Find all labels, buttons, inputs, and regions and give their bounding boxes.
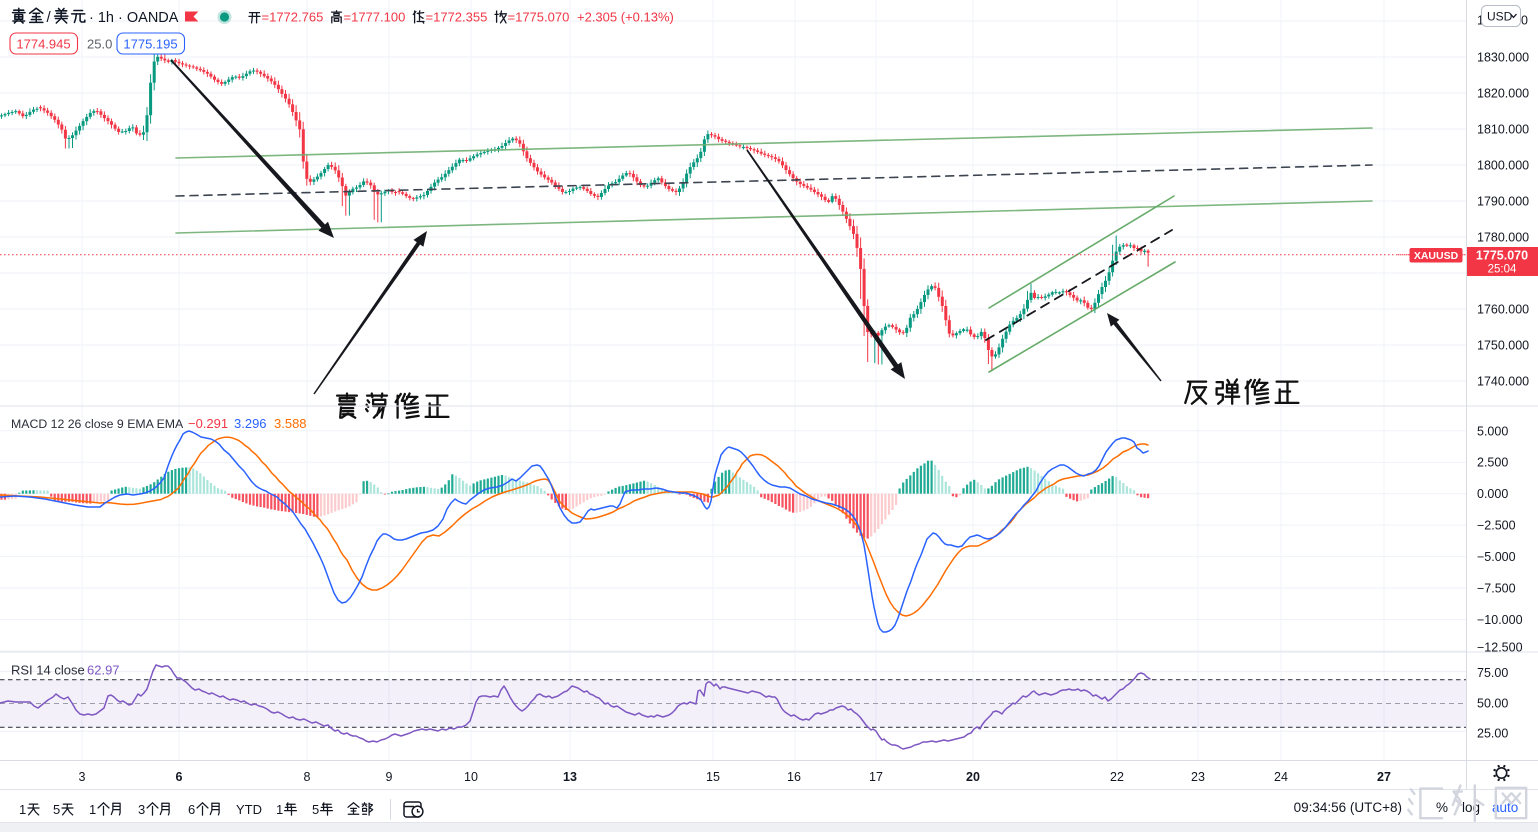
svg-text:=1775.070: =1775.070 [508,10,570,25]
svg-text:5: 5 [53,802,60,817]
svg-text:1775.070: 1775.070 [1476,249,1528,263]
svg-text:=1772.355: =1772.355 [426,10,488,25]
svg-text:1810.000: 1810.000 [1477,123,1529,137]
svg-text:−7.500: −7.500 [1477,582,1516,596]
svg-text:−10.000: −10.000 [1477,613,1523,627]
svg-text:09:34:56 (UTC+8): 09:34:56 (UTC+8) [1294,800,1402,815]
svg-text:YTD: YTD [236,802,262,817]
svg-text:6: 6 [176,770,183,784]
svg-text:1: 1 [1477,14,1484,28]
svg-text:20: 20 [966,770,980,784]
svg-text:RSI 14 close: RSI 14 close [11,663,85,678]
svg-text:16: 16 [787,770,801,784]
svg-text:1775.195: 1775.195 [123,37,177,52]
svg-text:MACD 12 26 close 9 EMA EMA: MACD 12 26 close 9 EMA EMA [11,417,184,431]
svg-text:25.0: 25.0 [87,37,112,52]
svg-text:3.296: 3.296 [234,416,267,431]
svg-text:9: 9 [386,770,393,784]
svg-text:24: 24 [1274,770,1288,784]
svg-text:1820.000: 1820.000 [1477,87,1529,101]
svg-text:1: 1 [89,802,96,817]
svg-text:=1777.100: =1777.100 [344,10,406,25]
svg-text:8: 8 [304,770,311,784]
svg-text:/: / [47,9,52,26]
svg-text:1740.000: 1740.000 [1477,375,1529,389]
svg-text:−5.000: −5.000 [1477,550,1516,564]
svg-text:USD: USD [1487,10,1513,24]
svg-text:1790.000: 1790.000 [1477,195,1529,209]
svg-text:13: 13 [563,770,577,784]
svg-text:−0.291: −0.291 [188,416,228,431]
svg-text:1780.000: 1780.000 [1477,231,1529,245]
svg-text:6: 6 [188,802,195,817]
svg-text:· 1h · OANDA: · 1h · OANDA [89,10,179,26]
svg-text:3: 3 [138,802,145,817]
svg-text:75.00: 75.00 [1477,666,1508,680]
svg-text:%: % [1436,800,1448,815]
svg-text:3: 3 [79,770,86,784]
svg-text:25.00: 25.00 [1477,727,1508,741]
svg-text:0: 0 [1521,14,1528,28]
svg-text:0.000: 0.000 [1477,487,1508,501]
svg-text:50.00: 50.00 [1477,696,1508,710]
svg-text:1774.945: 1774.945 [16,37,70,52]
svg-text:1760.000: 1760.000 [1477,303,1529,317]
svg-text:−2.500: −2.500 [1477,519,1516,533]
svg-text:−12.500: −12.500 [1477,641,1523,655]
svg-text:1750.000: 1750.000 [1477,339,1529,353]
svg-text:25:04: 25:04 [1488,264,1517,276]
svg-text:10: 10 [464,770,478,784]
svg-text:1: 1 [19,802,26,817]
svg-text:1: 1 [276,802,283,817]
svg-text:22: 22 [1110,770,1124,784]
svg-text:=1772.765: =1772.765 [262,10,324,25]
svg-text:23: 23 [1191,770,1205,784]
svg-text:1830.000: 1830.000 [1477,51,1529,65]
svg-text:+2.305 (+0.13%): +2.305 (+0.13%) [577,10,674,25]
svg-text:1800.000: 1800.000 [1477,159,1529,173]
svg-text:2.500: 2.500 [1477,456,1508,470]
svg-text:XAUUSD: XAUUSD [1414,250,1459,262]
svg-text:3.588: 3.588 [274,416,307,431]
svg-text:15: 15 [706,770,720,784]
svg-text:27: 27 [1377,770,1391,784]
svg-text:5: 5 [312,802,319,817]
svg-text:17: 17 [869,770,883,784]
svg-text:5.000: 5.000 [1477,424,1508,438]
svg-text:62.97: 62.97 [87,663,120,678]
